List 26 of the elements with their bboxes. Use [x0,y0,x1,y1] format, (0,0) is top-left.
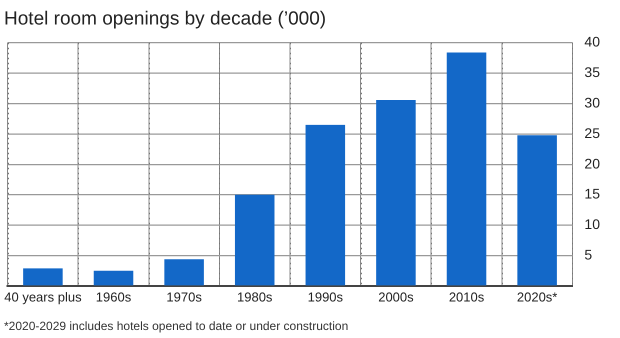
y-tick-label: 5 [584,246,592,262]
x-tick-label: 40 years plus [4,289,82,304]
bar [164,259,204,286]
bar [517,135,557,286]
x-tick-label: 1970s [166,289,202,304]
x-tick-label: 1960s [96,289,132,304]
text: *2020-2029 includes hotels opened to date or under construction [4,319,348,334]
bar [23,268,63,286]
y-tick-label: 10 [584,216,600,232]
x-tick-label: 2000s [378,289,414,304]
y-tick-label: 25 [584,124,600,141]
chart-title: Hotel room openings by decade (’000) [4,8,326,30]
x-tick-label: 2010s [448,289,485,304]
bar [376,100,416,286]
bar [94,270,134,286]
bar [306,124,346,286]
bar [446,52,486,286]
y-tick-label: 15 [584,186,600,202]
y-tick-label: 20 [584,155,600,172]
x-tick-label: 2020s* [516,289,558,304]
y-tick-label: 40 [584,34,600,50]
y-tick-label: 35 [584,64,600,80]
x-tick-label: 1980s [237,289,273,304]
bar [234,194,274,286]
x-tick-label: 1990s [308,289,344,304]
y-tick-label: 30 [584,94,600,110]
